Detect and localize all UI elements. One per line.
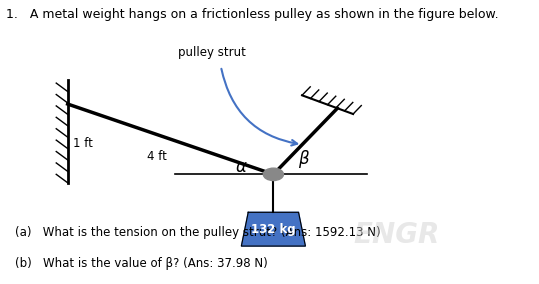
Text: pulley strut: pulley strut — [178, 45, 246, 59]
Text: β: β — [298, 150, 308, 168]
Text: ENGR: ENGR — [354, 221, 440, 249]
Text: 4 ft: 4 ft — [147, 150, 167, 162]
Text: α: α — [236, 158, 247, 176]
Circle shape — [264, 168, 284, 181]
Text: 1 ft: 1 ft — [73, 137, 93, 150]
Text: 1.   A metal weight hangs on a frictionless pulley as shown in the figure below.: 1. A metal weight hangs on a frictionles… — [6, 9, 499, 21]
Text: 132 kg: 132 kg — [251, 223, 296, 236]
Text: (b)   What is the value of β? (Ans: 37.98 N): (b) What is the value of β? (Ans: 37.98 … — [15, 257, 268, 270]
Polygon shape — [241, 212, 306, 246]
Text: (a)   What is the tension on the pulley strut? (Ans: 1592.13 N): (a) What is the tension on the pulley st… — [15, 226, 381, 239]
